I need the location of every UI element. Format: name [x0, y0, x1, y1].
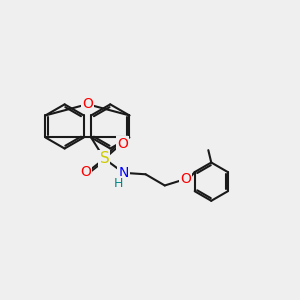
Text: O: O	[80, 165, 91, 179]
Text: S: S	[100, 151, 109, 166]
Text: O: O	[180, 172, 191, 186]
Text: O: O	[118, 137, 128, 151]
Text: N: N	[118, 166, 129, 180]
Text: O: O	[82, 97, 93, 111]
Text: H: H	[113, 177, 123, 190]
